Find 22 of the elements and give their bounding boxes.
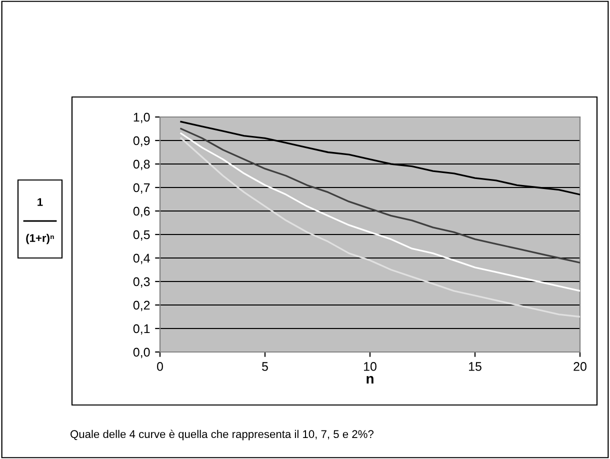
y-tick-label: 0,2 <box>133 300 150 312</box>
x-tick-label: 0 <box>157 362 163 371</box>
x-axis-title: n <box>366 376 374 384</box>
x-tick-label: 10 <box>364 362 376 371</box>
y-tick-label: 0,7 <box>133 183 150 194</box>
y-tick-label: 0,0 <box>133 348 150 358</box>
text: Quale delle 4 curve è quella che rappresenta il 10, 7, 5 e 2%? <box>70 430 374 440</box>
line-series <box>180 132 580 292</box>
y-tick-label: 0,3 <box>133 277 150 288</box>
y-tick-label: 0,1 <box>133 324 150 335</box>
y-tick-label: 0,8 <box>133 160 150 170</box>
x-tick-label: 5 <box>262 362 268 371</box>
text: 1 (1+r)ⁿ <box>26 198 54 244</box>
x-tick-label: 15 <box>469 362 482 371</box>
y-tick-label: 0,6 <box>133 206 150 218</box>
line-series <box>180 137 580 318</box>
line-series <box>180 128 580 264</box>
x-tick-label: 20 <box>574 362 586 371</box>
y-tick-label: 0,5 <box>133 230 150 241</box>
y-tick-label: 0,4 <box>133 254 150 264</box>
y-tick-label: 0,9 <box>133 136 150 147</box>
y-tick-label: 1,0 <box>134 112 150 124</box>
